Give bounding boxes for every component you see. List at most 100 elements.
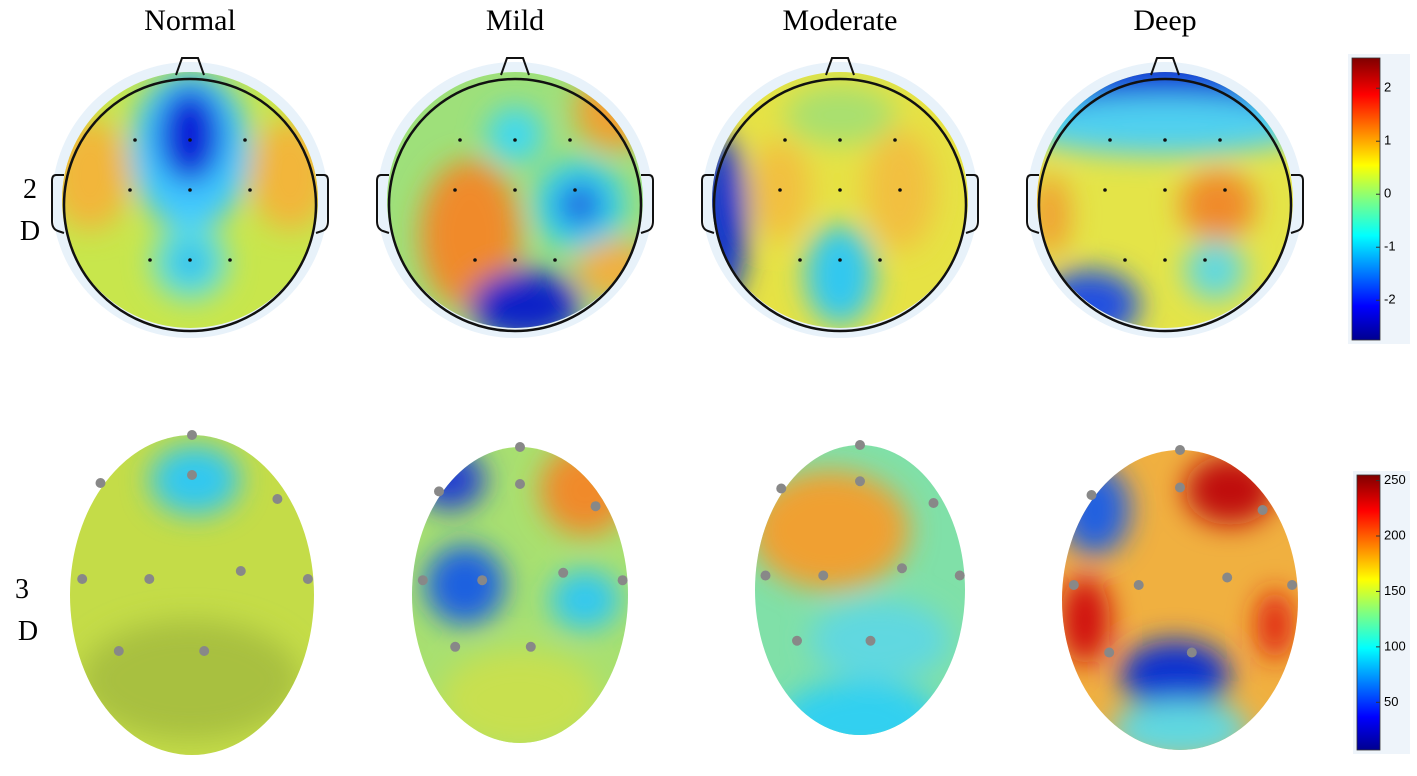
electrode	[855, 476, 865, 487]
electrode	[525, 641, 536, 652]
ear-left	[1026, 174, 1040, 234]
head-fill	[412, 447, 628, 743]
electrode	[855, 440, 865, 450]
colorbar	[1356, 474, 1381, 751]
electrode	[1103, 188, 1107, 192]
row-label: 3	[15, 574, 29, 605]
blob	[780, 680, 940, 735]
column-title: Deep	[1133, 4, 1196, 37]
electrode	[553, 258, 557, 262]
electrode	[1175, 482, 1185, 493]
electrode	[1133, 580, 1144, 590]
electrode	[778, 188, 782, 192]
electrode	[458, 138, 462, 142]
electrode	[838, 258, 842, 262]
electrode	[515, 442, 525, 452]
topomap-2d	[51, 57, 329, 338]
electrode	[1163, 258, 1167, 262]
electrode	[302, 574, 313, 584]
electrode	[187, 430, 197, 440]
blob	[550, 570, 620, 630]
head-outline	[1037, 77, 1293, 333]
electrode	[1086, 490, 1097, 500]
ear-right	[965, 174, 979, 234]
electrode	[235, 566, 246, 576]
ear-right	[640, 174, 654, 234]
electrode	[893, 138, 897, 142]
blob	[558, 183, 602, 227]
electrode	[188, 258, 192, 262]
electrode	[450, 641, 461, 652]
blobs	[80, 445, 300, 740]
head-outline	[62, 77, 318, 333]
head-3d	[70, 430, 314, 755]
electrode	[513, 188, 517, 192]
blob	[805, 225, 875, 325]
blob	[810, 600, 950, 680]
topomap-fill	[62, 72, 318, 328]
electrode	[928, 498, 939, 508]
electrode	[1104, 647, 1115, 658]
electrode	[798, 258, 802, 262]
electrode	[199, 646, 210, 656]
blob	[540, 447, 628, 535]
ear-right	[315, 174, 329, 234]
electrode	[128, 188, 132, 192]
electrode	[513, 258, 517, 262]
electrode	[1068, 580, 1079, 590]
colorbar	[1351, 57, 1381, 341]
electrode	[573, 188, 577, 192]
nose	[825, 57, 855, 76]
electrode	[133, 138, 137, 142]
electrode	[272, 494, 283, 504]
electrode	[568, 138, 572, 142]
electrode	[818, 570, 829, 581]
blobs	[62, 72, 318, 300]
column-title: Moderate	[783, 4, 898, 37]
electrode	[558, 567, 569, 578]
nose	[1150, 57, 1180, 76]
colorbar-tick-label: 1	[1384, 133, 1391, 148]
electrode	[1218, 138, 1222, 142]
blob	[755, 470, 910, 590]
blob	[158, 87, 222, 183]
electrode	[617, 575, 628, 586]
topomap-2d	[376, 57, 654, 338]
blob	[172, 244, 208, 280]
electrode	[1203, 258, 1207, 262]
electrode	[144, 574, 155, 584]
electrode	[954, 570, 965, 581]
topomap-fill	[1037, 72, 1293, 328]
electrode	[1257, 505, 1268, 515]
head-outline	[387, 77, 643, 333]
blob	[712, 135, 747, 305]
electrode	[776, 483, 787, 494]
electrode	[838, 138, 842, 142]
electrode	[898, 188, 902, 192]
topomap-2d	[1026, 57, 1304, 338]
electrode	[1287, 580, 1298, 590]
colorbar-tick-label: 100	[1384, 638, 1406, 653]
head-3d	[755, 440, 965, 735]
blob	[150, 445, 240, 515]
row-label: 2	[23, 174, 37, 205]
electrode	[473, 258, 477, 262]
electrode	[878, 258, 882, 262]
colorbar-tick-label: 250	[1384, 472, 1406, 487]
head-3d	[1062, 445, 1298, 750]
maps	[51, 57, 1304, 755]
electrode	[515, 479, 525, 489]
electrode	[897, 563, 907, 574]
ear-left	[376, 174, 390, 234]
blob	[425, 545, 505, 625]
blob	[415, 450, 485, 510]
topomap-2d	[701, 57, 979, 338]
blob	[80, 620, 300, 740]
electrode	[228, 258, 232, 262]
electrode	[113, 646, 124, 656]
electrode	[1222, 572, 1233, 583]
colorbar-tick-label: 50	[1384, 694, 1398, 709]
blob	[1180, 170, 1256, 240]
electrode	[477, 575, 488, 586]
